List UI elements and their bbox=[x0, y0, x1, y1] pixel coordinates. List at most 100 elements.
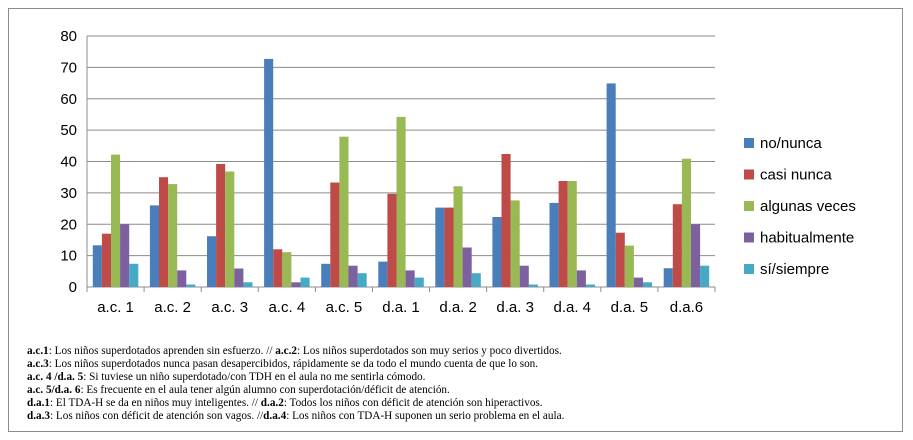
y-tick-label: 80 bbox=[60, 28, 77, 45]
x-tick-label: a.c. 2 bbox=[154, 299, 191, 316]
bar bbox=[558, 181, 568, 287]
x-tick-label: a.c. 1 bbox=[97, 299, 134, 316]
caption-key: a.c.3 bbox=[27, 357, 49, 370]
figure-frame: 0 10 20 30 40 50 60 70 80 a.c. 1 a.c. 2 a.c. 3 a.c. … bbox=[8, 8, 903, 432]
y-tick-label: 40 bbox=[60, 154, 77, 171]
bar bbox=[681, 158, 691, 287]
bar bbox=[291, 282, 301, 287]
caption-text: : Todos los niños con déficit de atenció… bbox=[283, 396, 543, 409]
caption-line: d.a.3: Los niños con déficit de atención… bbox=[27, 410, 897, 423]
bar bbox=[186, 284, 196, 287]
caption-text: : Si tuviese un niño superdotado/con TDH… bbox=[83, 370, 426, 383]
bar bbox=[92, 245, 102, 287]
legend-swatch bbox=[744, 169, 754, 180]
legend: no/nunca casi nunca algunas veces habitualm… bbox=[744, 135, 856, 278]
bar bbox=[396, 116, 406, 288]
bar bbox=[149, 205, 159, 287]
bar bbox=[643, 282, 653, 287]
bar bbox=[510, 200, 520, 287]
y-tick-label: 60 bbox=[60, 91, 77, 108]
legend-label: algunas veces bbox=[760, 198, 856, 215]
x-tick-label: a.c. 3 bbox=[211, 299, 248, 316]
caption: a.c.1: Los niños superdotados aprenden s… bbox=[27, 345, 897, 422]
legend-swatch bbox=[744, 264, 754, 274]
bar-chart: 0 10 20 30 40 50 60 70 80 a.c. 1 a.c. 2 a.c. 3 a.c. … bbox=[60, 28, 856, 316]
caption-key: a.c.1 bbox=[27, 345, 49, 357]
bar bbox=[321, 263, 331, 287]
bar bbox=[624, 245, 634, 287]
x-tick-label: d.a.6 bbox=[670, 299, 703, 316]
caption-key: a.c. 5/d.a. 6 bbox=[27, 383, 81, 396]
y-tick-label: 20 bbox=[60, 216, 77, 233]
caption-key: d.a.2 bbox=[260, 396, 284, 409]
caption-text: : Los niños con TDA-H suponen un serio p… bbox=[286, 409, 565, 422]
bar bbox=[672, 204, 682, 287]
caption-text: : Los niños superdotados nunca pasan des… bbox=[48, 357, 539, 370]
bar bbox=[282, 252, 292, 287]
bar bbox=[378, 261, 388, 287]
caption-key: a.c. 4 /d.a. 5 bbox=[27, 370, 84, 383]
caption-line: d.a.1: El TDA-H se da en niños muy intel… bbox=[27, 397, 897, 410]
bar bbox=[492, 217, 502, 287]
bar bbox=[120, 224, 130, 288]
bar bbox=[300, 277, 310, 287]
bar bbox=[168, 184, 178, 287]
bar bbox=[633, 277, 643, 287]
bar bbox=[549, 202, 559, 287]
bar bbox=[576, 270, 586, 287]
y-tick-label: 70 bbox=[60, 59, 77, 76]
x-tick-label: a.c. 4 bbox=[268, 299, 305, 316]
x-tick-label: a.c. 5 bbox=[326, 299, 363, 316]
bar bbox=[264, 58, 274, 288]
bar bbox=[435, 207, 445, 287]
bar bbox=[700, 265, 710, 287]
y-tick-label: 10 bbox=[60, 248, 77, 265]
caption-key: d.a.1 bbox=[27, 396, 51, 409]
caption-text: : Los niños con déficit de atención son … bbox=[50, 409, 264, 422]
x-tick-label: d.a. 5 bbox=[611, 299, 649, 316]
bar bbox=[567, 181, 577, 287]
bar bbox=[101, 233, 111, 287]
caption-key: d.a.3 bbox=[27, 409, 51, 422]
bar bbox=[339, 136, 349, 287]
bar bbox=[207, 236, 217, 287]
legend-label: habitualmente bbox=[760, 230, 854, 247]
caption-text: : Los niños superdotados aprenden sin es… bbox=[48, 345, 276, 357]
y-tick-label: 0 bbox=[69, 279, 77, 296]
bar bbox=[615, 232, 625, 287]
bar bbox=[225, 171, 235, 287]
bar bbox=[243, 282, 253, 287]
bar bbox=[414, 277, 424, 287]
bar bbox=[501, 154, 511, 287]
bar bbox=[444, 207, 454, 287]
legend-label: casi nunca bbox=[760, 167, 832, 184]
bar bbox=[357, 273, 367, 287]
bar bbox=[528, 284, 538, 287]
caption-key: a.c.2 bbox=[275, 345, 297, 357]
legend-label: sí/siempre bbox=[760, 261, 829, 278]
bar bbox=[462, 247, 472, 287]
bar bbox=[216, 164, 226, 287]
bar bbox=[330, 182, 340, 287]
caption-text: : El TDA-H se da en niños muy inteligent… bbox=[50, 396, 261, 409]
bar bbox=[691, 224, 701, 288]
x-tick-label: d.a. 4 bbox=[554, 299, 592, 316]
bar bbox=[405, 270, 415, 287]
x-tick-label: d.a. 1 bbox=[382, 299, 420, 316]
caption-text: : Es frecuente en el aula tener algún al… bbox=[80, 383, 450, 396]
bar bbox=[471, 273, 481, 287]
bar bbox=[585, 284, 595, 287]
bar bbox=[519, 265, 529, 287]
legend-swatch bbox=[744, 232, 754, 243]
bar bbox=[663, 268, 673, 287]
bar bbox=[453, 186, 463, 287]
bar bbox=[606, 83, 616, 288]
bar bbox=[234, 268, 244, 287]
x-tick-label: d.a. 3 bbox=[496, 299, 534, 316]
caption-line: a.c.1: Los niños superdotados aprenden s… bbox=[27, 345, 897, 358]
legend-label: no/nunca bbox=[760, 135, 822, 152]
legend-swatch bbox=[744, 138, 754, 148]
bar bbox=[111, 154, 121, 287]
caption-text: : Los niños superdotados son muy serios … bbox=[297, 345, 562, 357]
bar bbox=[159, 177, 169, 287]
